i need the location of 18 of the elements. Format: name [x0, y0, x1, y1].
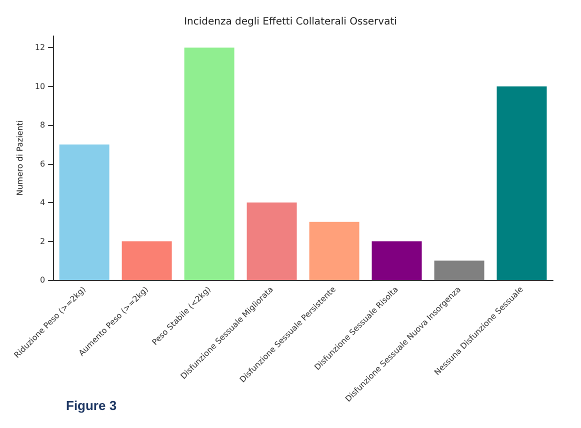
bar	[434, 260, 484, 280]
bar	[59, 144, 110, 280]
y-tick-label: 0	[40, 276, 46, 284]
y-tick-label: 2	[40, 236, 46, 246]
bar	[184, 48, 234, 280]
bar	[122, 241, 172, 280]
y-tick-label: 8	[40, 120, 46, 130]
y-tick-label: 12	[34, 43, 46, 52]
y-axis-title: Numero di Pazienti	[16, 120, 24, 196]
caption: Figure 3	[66, 398, 117, 413]
bar	[496, 86, 547, 280]
y-tick-label: 4	[40, 198, 46, 208]
bar	[309, 222, 360, 280]
bar	[372, 241, 422, 280]
y-tick-label: 6	[40, 159, 46, 168]
bar	[246, 202, 297, 280]
y-tick-label: 10	[34, 82, 46, 91]
chart-title: Incidenza degli Effetti Collaterali Osservati	[184, 16, 397, 28]
